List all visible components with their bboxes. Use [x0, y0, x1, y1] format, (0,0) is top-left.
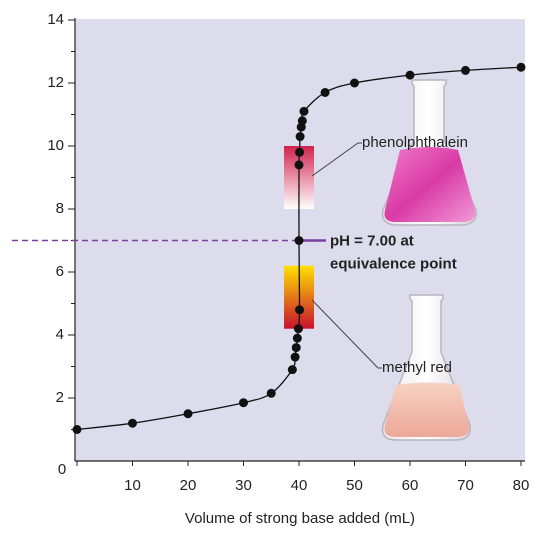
y-tick-label: 12: [47, 74, 64, 91]
data-point: [295, 147, 305, 157]
data-point: [239, 398, 248, 408]
data-point: [287, 365, 297, 375]
x-tick-label: 30: [235, 477, 252, 494]
data-point: [72, 425, 82, 434]
data-point: [294, 236, 304, 245]
x-tick-label: 20: [180, 477, 197, 494]
flask-illustration: [381, 294, 471, 441]
data-point: [299, 106, 309, 116]
x-tick-label: 40: [291, 477, 308, 494]
equivalence-label: equivalence point: [330, 255, 457, 272]
x-tick-label: 60: [402, 477, 419, 494]
data-point: [128, 418, 137, 428]
y-tick-label: 14: [47, 11, 64, 28]
data-point: [266, 388, 276, 398]
data-point: [293, 324, 303, 334]
data-point: [405, 70, 415, 80]
y-tick-label: 10: [47, 137, 64, 154]
equivalence-label: pH = 7.00 at: [330, 232, 414, 249]
x-axis-label: Volume of strong base added (mL): [185, 510, 415, 527]
y-tick-label: 4: [56, 326, 64, 343]
data-point: [516, 62, 526, 72]
data-point: [350, 78, 359, 88]
indicator-label: methyl red: [382, 359, 452, 376]
data-point: [320, 87, 330, 97]
x-tick-label: 50: [346, 477, 363, 494]
x-tick-label: 70: [457, 477, 474, 494]
x-tick-label: 0: [58, 461, 66, 478]
x-tick-label: 80: [513, 477, 530, 494]
data-point: [292, 333, 302, 343]
flask-illustration: [381, 79, 477, 226]
data-point: [291, 343, 301, 353]
y-tick-label: 8: [56, 200, 64, 217]
leader-line: [311, 299, 382, 369]
data-point: [290, 352, 300, 362]
leader-line: [311, 142, 362, 177]
data-point: [183, 409, 193, 419]
data-point: [294, 160, 304, 170]
data-point: [295, 132, 305, 142]
data-point: [297, 116, 307, 126]
data-point: [295, 305, 305, 315]
data-point: [461, 65, 470, 75]
y-tick-label: 2: [56, 389, 64, 406]
y-tick-label: 6: [56, 263, 64, 280]
x-tick-label: 10: [124, 477, 141, 494]
indicator-label: phenolphthalein: [362, 134, 468, 151]
